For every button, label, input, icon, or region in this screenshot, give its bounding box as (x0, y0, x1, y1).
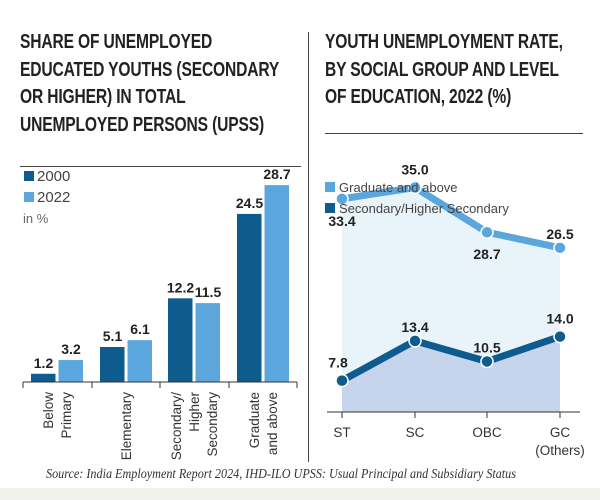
category-label: OBC (472, 425, 502, 440)
bar-value-label: 12.2 (167, 279, 194, 295)
source-note: Source: India Employment Report 2024, IH… (46, 466, 516, 481)
title-line: BY SOCIAL GROUP AND LEVEL (325, 58, 559, 81)
bar-2000 (237, 213, 262, 382)
category-label: (Others) (535, 443, 585, 458)
legend-swatch (325, 182, 335, 192)
data-point (480, 354, 494, 369)
line-Graduate and above (341, 184, 561, 252)
bar-value-label: 28.7 (263, 166, 290, 182)
title-rule-right (325, 133, 583, 134)
data-point (408, 334, 422, 348)
title-line: OF EDUCATION, 2022 (%) (325, 86, 512, 108)
legend-label: 2000 (37, 168, 70, 185)
category-label: ST (333, 425, 350, 440)
title-line: OR HIGHER) IN TOTAL (20, 86, 186, 108)
category-label: Higher (187, 392, 202, 432)
category-label: Elementary (119, 392, 134, 461)
category-label: Secondary (205, 392, 220, 457)
legend-label: Graduate and above (339, 180, 458, 195)
category-label: and above (265, 392, 280, 455)
title-line: SHARE OF UNEMPLOYED (20, 31, 213, 53)
data-label: 33.4 (328, 213, 355, 229)
bar-2022 (58, 360, 83, 382)
data-point (408, 180, 422, 195)
data-point (335, 192, 349, 206)
data-point (553, 329, 567, 344)
legend-label: Secondary/Higher Secondary (339, 201, 509, 216)
data-point (335, 373, 349, 388)
data-label: 26.5 (546, 226, 573, 242)
bar-2000 (31, 373, 56, 382)
legend-swatch (325, 203, 335, 213)
bar-value-label: 6.1 (130, 321, 150, 337)
line-Secondary/Higher Secondary (340, 333, 562, 384)
bar-value-label: 11.5 (195, 284, 222, 300)
bar-value-label: 1.2 (34, 355, 54, 371)
category-label: SC (406, 425, 425, 440)
legend-swatch-2022 (24, 192, 34, 202)
category-label: Graduate (247, 392, 262, 448)
data-point (553, 241, 567, 255)
bar-2022 (127, 340, 152, 382)
data-label: 10.5 (473, 339, 500, 355)
data-label: 13.4 (401, 319, 428, 335)
bar-2000 (100, 347, 125, 382)
bar-2022 (264, 185, 289, 382)
bar-2022 (195, 303, 220, 382)
bar-chart-title: SHARE OF UNEMPLOYED EDUCATED YOUTHS (SEC… (20, 29, 279, 139)
title-rule-left (20, 166, 301, 167)
data-label: 7.8 (328, 355, 348, 371)
bar-2000 (168, 298, 193, 382)
legend-swatch-2000 (24, 171, 34, 181)
category-label: Below (41, 392, 56, 429)
panel-divider (308, 32, 309, 462)
bar-value-label: 5.1 (103, 328, 123, 344)
data-label: 14.0 (546, 311, 573, 327)
bar-value-label: 24.5 (236, 195, 263, 211)
data-label: 28.7 (473, 246, 500, 262)
category-label: GC (550, 425, 571, 440)
title-line: YOUTH UNEMPLOYMENT RATE, (325, 31, 563, 53)
data-point (480, 225, 494, 239)
title-line: EDUCATED YOUTHS (SECONDARY (20, 58, 280, 81)
data-label: 35.0 (401, 162, 428, 178)
legend-label: 2022 (37, 189, 70, 206)
bar-value-label: 3.2 (61, 341, 81, 357)
unit-label: in % (23, 211, 49, 226)
line-chart-title: YOUTH UNEMPLOYMENT RATE, BY SOCIAL GROUP… (325, 29, 563, 112)
bottom-band (0, 488, 600, 500)
category-label: Secondary/ (169, 392, 184, 461)
title-line: UNEMPLOYED PERSONS (UPSS) (20, 113, 265, 136)
category-label: Primary (59, 392, 74, 439)
